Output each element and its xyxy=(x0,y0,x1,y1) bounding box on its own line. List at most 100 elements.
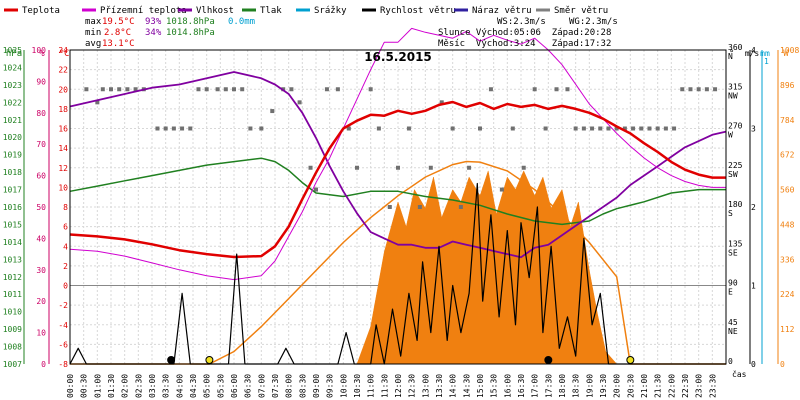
c-tick-label: 18 xyxy=(58,105,68,114)
pct-tick-label: 10 xyxy=(36,329,46,338)
wind-direction-point xyxy=(488,87,493,92)
legend-label: Tlak xyxy=(260,6,282,16)
deg-tick-label: 180 xyxy=(728,200,743,209)
c-tick-label: -8 xyxy=(58,360,68,369)
time-tick-label: 23:30 xyxy=(708,374,717,398)
w-tick-label: 560 xyxy=(780,186,795,195)
wind-direction-point xyxy=(196,87,201,92)
wind-direction-point xyxy=(554,87,559,92)
legend-label: Vlhkost xyxy=(196,6,234,16)
time-tick-label: 12:30 xyxy=(408,374,417,398)
c-tick-label: 6 xyxy=(63,223,68,232)
stats-block: max 19.5°C 93% 1018.8hPa 0.0mm min 2.8°C… xyxy=(85,17,255,49)
c-axis-title: °C xyxy=(59,49,70,59)
ms-tick-label: 2 xyxy=(751,203,756,212)
hpa-tick-label: 1022 xyxy=(3,98,22,107)
hpa-tick-label: 1020 xyxy=(3,133,22,142)
pressure-line xyxy=(69,157,726,226)
pct-tick-label: 0 xyxy=(41,360,46,369)
time-tick-label: 07:30 xyxy=(271,374,280,398)
plot-frame xyxy=(69,49,727,365)
time-tick-label: 02:00 xyxy=(121,374,130,398)
compass-label: NE xyxy=(728,327,738,336)
ms-axis-title: m/s xyxy=(745,49,760,58)
solar-theoretical-line xyxy=(70,160,726,365)
deg-tick-label: 315 xyxy=(728,82,743,91)
w-tick-label: 112 xyxy=(780,325,795,334)
wind-direction-point xyxy=(428,165,433,170)
time-tick-label: 15:00 xyxy=(476,374,485,398)
c-tick-label: 0 xyxy=(63,282,68,291)
wind-direction-point xyxy=(713,87,718,92)
wind-direction-point xyxy=(117,87,122,92)
legend: Teplota Přízemní teplota Vlhkost Tlak Srážky… xyxy=(4,6,608,16)
wind-direction-point xyxy=(387,205,392,209)
solar-radiation-layer xyxy=(70,160,726,365)
hpa-tick-label: 1014 xyxy=(3,238,22,247)
wind-direction-point xyxy=(598,126,603,131)
hpa-tick-label: 1008 xyxy=(3,343,22,352)
wind-direction-point xyxy=(614,126,619,131)
time-tick-label: 20:30 xyxy=(626,374,635,398)
ms-tick-label: 1 xyxy=(751,282,756,291)
hpa-tick-label: 1019 xyxy=(3,151,22,160)
time-tick-label: 07:00 xyxy=(257,374,266,398)
avg-label: avg xyxy=(85,39,101,49)
wind-speed-line xyxy=(69,182,726,365)
time-tick-label: 22:00 xyxy=(667,374,676,398)
time-tick-label: 11:00 xyxy=(367,374,376,398)
legend-label: Rychlost větru xyxy=(380,6,456,16)
time-tick-label: 14:00 xyxy=(449,374,458,398)
pct-axis-title: % xyxy=(39,49,45,59)
c-tick-label: 4 xyxy=(63,242,68,251)
max-temp: 19.5°C xyxy=(102,17,135,27)
pct-tick-label: 80 xyxy=(36,109,46,118)
time-tick-label: 01:00 xyxy=(93,374,102,398)
wind-direction-point xyxy=(573,126,578,131)
humidity-line xyxy=(69,71,727,259)
axes-layer: hPa% °C1025102410231022102110201019101810… xyxy=(3,43,800,398)
deg-tick-label: 270 xyxy=(728,122,743,131)
time-tick-label: 01:30 xyxy=(107,374,116,398)
legend-label: Náraz větru xyxy=(472,6,532,16)
time-tick-label: 14:30 xyxy=(462,374,471,398)
wind-direction-point xyxy=(308,165,313,170)
ground-temperature-line xyxy=(69,27,726,281)
c-tick-label: 14 xyxy=(58,144,68,153)
time-tick-label: 23:00 xyxy=(695,374,704,398)
wind-direction-point xyxy=(270,109,275,114)
wind-direction-point xyxy=(95,100,100,105)
time-tick-label: 02:30 xyxy=(134,374,143,398)
time-tick-label: 05:00 xyxy=(203,374,212,398)
time-tick-label: 04:30 xyxy=(189,374,198,398)
time-tick-label: 17:00 xyxy=(531,374,540,398)
wind-direction-point xyxy=(655,126,660,131)
hpa-tick-label: 1013 xyxy=(3,255,22,264)
hpa-axis-title: hPa xyxy=(6,49,22,59)
deg-tick-label: 0 xyxy=(728,357,733,366)
w-tick-label: 224 xyxy=(780,290,795,299)
wind-direction-point xyxy=(439,100,444,105)
deg-tick-label: 225 xyxy=(728,161,743,170)
hpa-tick-label: 1007 xyxy=(3,360,22,369)
max-press: 1018.8hPa xyxy=(166,17,215,27)
avg-temp: 13.1°C xyxy=(102,39,135,49)
wind-direction-point xyxy=(606,126,611,131)
wind-direction-point xyxy=(125,87,130,92)
time-tick-label: 13:30 xyxy=(435,374,444,398)
wind-direction-point xyxy=(532,87,537,92)
wind-direction-point xyxy=(368,87,373,92)
time-tick-label: 20:00 xyxy=(613,374,622,398)
wind-direction-point xyxy=(259,126,264,131)
hpa-tick-label: 1017 xyxy=(3,186,22,195)
moon-times: Měsíc Východ:3:24 Západ:17:32 xyxy=(438,39,611,49)
time-tick-label: 08:00 xyxy=(285,374,294,398)
w-tick-label: 784 xyxy=(780,116,795,125)
c-tick-label: 12 xyxy=(58,164,68,173)
time-tick-label: 19:30 xyxy=(599,374,608,398)
pct-tick-label: 60 xyxy=(36,172,46,181)
compass-label: SE xyxy=(728,248,738,257)
pct-tick-label: 50 xyxy=(36,203,46,212)
time-tick-label: 16:30 xyxy=(517,374,526,398)
